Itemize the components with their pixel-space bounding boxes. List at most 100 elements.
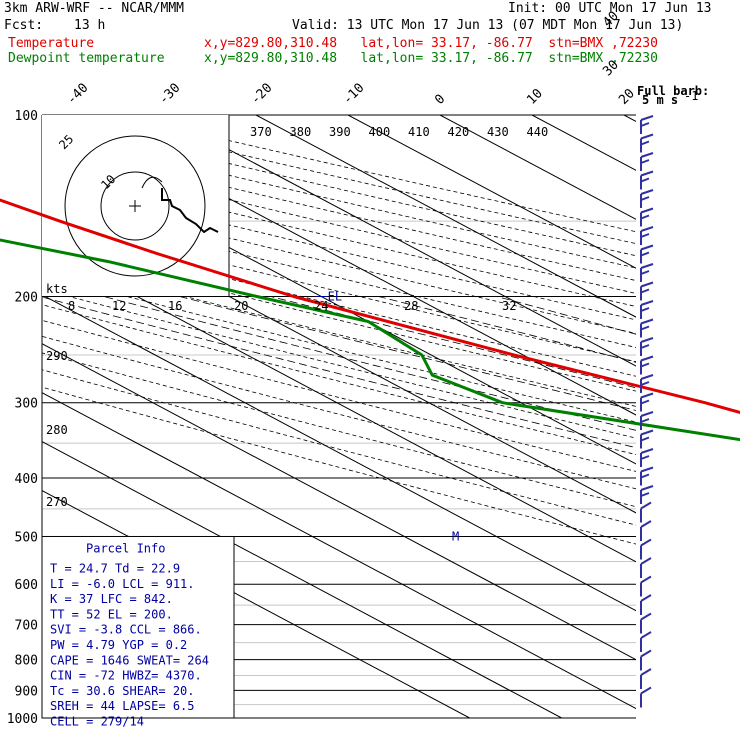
temperature-line — [0, 198, 740, 415]
wind-barb-flag — [640, 337, 654, 343]
hodograph-axis-label: 12 — [112, 299, 126, 313]
parcel-row: CELL = 279/14 — [50, 714, 144, 728]
wind-barb-flag — [640, 686, 652, 695]
wind-barb-flag — [640, 226, 654, 232]
wind-barb-flag — [640, 668, 652, 676]
wind-barb-flag — [640, 189, 654, 195]
theta-label: 380 — [290, 125, 312, 139]
wind-barb-flag — [640, 115, 654, 121]
pressure-label: 700 — [15, 619, 38, 634]
wind-barb — [640, 686, 652, 708]
wind-barb — [640, 337, 654, 356]
wind-barb-flag — [640, 300, 654, 306]
level-markers: ELLFCCCLLCLM — [315, 290, 459, 543]
isotherm-line — [42, 294, 636, 612]
pressure-label: 100 — [15, 109, 38, 124]
theta-label: 400 — [369, 125, 391, 139]
wind-barb-flag — [640, 492, 650, 497]
pressure-label: 600 — [15, 578, 38, 593]
wind-barb-flag — [640, 140, 650, 146]
wind-barb — [640, 631, 652, 652]
isotherm-line — [42, 245, 636, 563]
parcel-row: SVI = -3.8 CCL = 866. — [50, 623, 202, 637]
wind-barb — [640, 226, 654, 245]
wind-barb-flag — [640, 501, 652, 510]
theta-label: 440 — [527, 125, 549, 139]
sounding-series — [0, 198, 740, 442]
isotherm-label: 20 — [616, 86, 638, 108]
dry-adiabat-line — [42, 274, 636, 423]
theta-label: 410 — [408, 125, 430, 139]
temperature-location: x,y=829.80,310.48 lat,lon= 33.17, -86.77… — [204, 36, 658, 51]
pressure-label: 400 — [15, 472, 38, 487]
parcel-row: CIN = -72 HWBZ= 4370. — [50, 669, 202, 683]
isotherm-label: 30 — [600, 58, 622, 80]
temperature-legend: Temperature — [8, 36, 95, 51]
wind-barb-flag — [640, 177, 650, 183]
theta-label: 390 — [329, 125, 351, 139]
wind-barb-flag — [640, 344, 650, 349]
wind-barb — [640, 538, 652, 560]
wind-barb — [640, 355, 654, 375]
wind-barb-flag — [640, 392, 654, 399]
moist-adiabat-line — [270, 296, 636, 389]
wind-barb — [640, 668, 652, 689]
wind-barb-flag — [640, 133, 654, 140]
theta-label: 280 — [46, 423, 68, 437]
wind-barb — [640, 170, 654, 190]
wind-barb-flag — [640, 355, 654, 362]
wind-barb-flag — [640, 649, 652, 658]
parcel-row: TT = 52 EL = 200. — [50, 607, 173, 621]
wind-barb-flag — [640, 170, 654, 177]
theta-label: 290 — [46, 349, 68, 363]
isotherm-line — [531, 115, 636, 171]
pressure-label: 1000 — [7, 712, 38, 727]
hodograph-axis-label: 16 — [168, 299, 182, 313]
wind-barb-flag — [640, 538, 652, 547]
isotherm-line — [71, 115, 636, 416]
wind-barb-flag — [640, 196, 650, 201]
model-title: 3km ARW-WRF -- NCAR/MMM — [4, 1, 185, 16]
isotherm-line — [163, 115, 636, 367]
parcel-row: PW = 4.79 YGP = 0.2 — [50, 638, 187, 652]
wind-barb — [640, 520, 652, 541]
dry-adiabat-line — [42, 231, 636, 377]
wind-barb-flag — [640, 214, 650, 220]
level-marker-label: EL — [328, 290, 342, 304]
full-barb-label: Full barb: — [637, 84, 709, 98]
wind-barb-flag — [640, 318, 654, 325]
parcel-row: SREH = 44 LAPSE= 6.5 — [50, 699, 195, 713]
wind-barb-flag — [640, 159, 650, 164]
valid-time: Valid: 13 UTC Mon 17 Jun 13 (07 MDT Mon … — [292, 18, 684, 33]
dry-adiabat-line — [42, 289, 636, 439]
init-time: Init: 00 UTC Mon 17 Jun 13 — [508, 1, 712, 16]
hodograph-storm-arc — [141, 176, 163, 189]
parcel-title: Parcel Info — [86, 541, 165, 555]
dewpoint-location: x,y=829.80,310.48 lat,lon= 33.17, -86.77… — [204, 51, 658, 66]
fcst-value: 13 h — [74, 18, 106, 33]
wind-barb-flag — [640, 473, 650, 479]
wind-barb — [640, 448, 654, 467]
isotherm-line — [347, 115, 636, 269]
full-barb-units: 5 m s — [642, 93, 678, 107]
moist-adiabat-line — [179, 296, 636, 411]
wind-barb-flag — [640, 362, 650, 368]
isotherm-line — [42, 392, 636, 710]
hodograph-axis-label: 28 — [404, 299, 418, 313]
wind-barb — [640, 411, 654, 430]
fcst-label: Fcst: — [4, 18, 44, 33]
parcel-row: Tc = 30.6 SHEAR= 20. — [50, 684, 195, 698]
isotherm-line — [42, 441, 562, 718]
wind-barb-flag — [640, 594, 652, 602]
hodograph-axis-label: 20 — [234, 299, 248, 313]
hodograph-ring — [100, 171, 170, 241]
parcel-box — [41, 535, 235, 719]
isotherm-label: -40 — [64, 81, 91, 108]
theta-label: 370 — [250, 125, 272, 139]
parcel-row: K = 37 LFC = 842. — [50, 592, 173, 606]
wind-barb — [640, 501, 652, 523]
wind-barb — [640, 133, 654, 153]
wind-barb-flag — [640, 270, 650, 275]
wind-barb-flag — [640, 399, 650, 405]
